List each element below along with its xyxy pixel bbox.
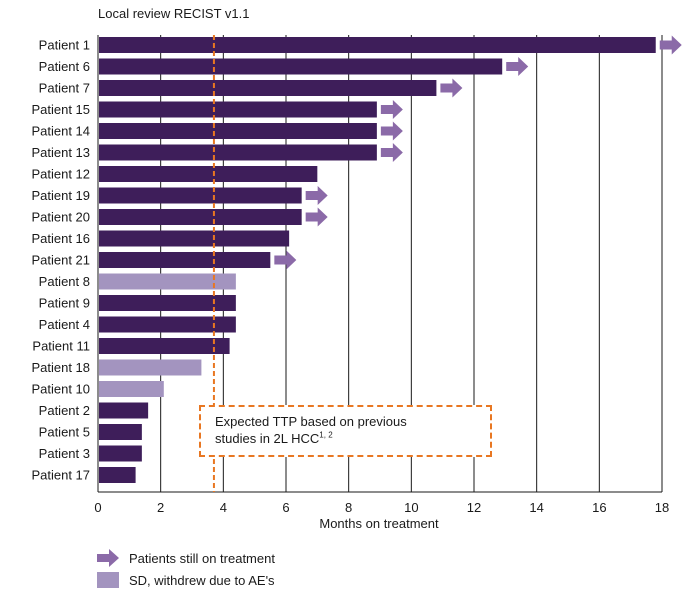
bar-patient-6 [99, 58, 503, 75]
x-tick-label: 6 [282, 500, 289, 515]
category-label: Patient 1 [39, 38, 90, 53]
bar-patient-20 [99, 209, 302, 225]
bar-patient-4 [99, 316, 236, 333]
category-label: Patient 20 [31, 210, 90, 225]
arrow-icon [380, 143, 403, 162]
x-axis-title: Months on treatment [319, 516, 439, 531]
category-label: Patient 5 [39, 425, 90, 440]
category-label: Patient 12 [31, 167, 90, 182]
arrow-icon [506, 57, 529, 76]
legend-item-withdrew: SD, withdrew due to AE's [97, 570, 275, 590]
category-label: Patient 14 [31, 124, 90, 139]
legend-arrow-icon [97, 549, 119, 567]
bar-patient-21 [99, 252, 271, 268]
category-label: Patient 2 [39, 403, 90, 418]
x-tick-label: 10 [404, 500, 418, 515]
annotation-superscript: 1, 2 [319, 430, 333, 440]
bar-patient-3 [99, 445, 142, 462]
x-tick-label: 16 [592, 500, 606, 515]
category-label: Patient 11 [32, 339, 90, 354]
legend-label-still-on-treatment: Patients still on treatment [129, 550, 275, 566]
bar-patient-14 [99, 123, 377, 139]
category-label: Patient 7 [39, 81, 90, 96]
bar-patient-5 [99, 424, 142, 440]
bar-patient-9 [99, 295, 236, 311]
bar-patient-18 [99, 359, 202, 376]
legend-item-still-on-treatment: Patients still on treatment [97, 548, 275, 568]
x-tick-label: 8 [345, 500, 352, 515]
bar-patient-12 [99, 166, 318, 182]
x-tick-label: 4 [220, 500, 227, 515]
bar-patient-15 [99, 101, 377, 118]
bar-patient-8 [99, 273, 236, 290]
legend-square-icon [97, 572, 119, 588]
bar-patient-16 [99, 230, 290, 247]
category-label: Patient 19 [31, 188, 90, 203]
bar-patient-2 [99, 402, 149, 419]
bar-patient-10 [99, 381, 164, 397]
chart-title: Local review RECIST v1.1 [98, 6, 250, 21]
category-label: Patient 17 [31, 468, 90, 483]
x-tick-label: 12 [467, 500, 481, 515]
arrow-icon [305, 186, 328, 205]
category-label: Patient 15 [31, 102, 90, 117]
annotation-line-2: studies in 2L HCC [215, 431, 320, 446]
category-label: Patient 13 [31, 145, 90, 160]
category-label: Patient 21 [31, 253, 90, 268]
bar-patient-19 [99, 187, 302, 204]
arrow-icon [659, 35, 682, 55]
arrow-icon [274, 250, 297, 270]
x-tick-label: 0 [94, 500, 101, 515]
category-label: Patient 9 [39, 296, 90, 311]
bar-patient-11 [99, 338, 230, 354]
x-tick-label: 18 [655, 500, 669, 515]
arrow-icon [380, 121, 403, 141]
bar-patient-1 [99, 37, 656, 53]
bar-patient-13 [99, 144, 377, 161]
category-label: Patient 10 [31, 382, 90, 397]
category-label: Patient 4 [39, 317, 90, 332]
arrow-icon [380, 100, 403, 119]
arrow-icon [440, 78, 463, 98]
annotation-line-1: Expected TTP based on previous [215, 414, 407, 429]
legend-label-withdrew: SD, withdrew due to AE's [129, 572, 275, 588]
x-tick-label: 2 [157, 500, 164, 515]
category-label: Patient 6 [39, 59, 90, 74]
arrow-icon [305, 207, 328, 227]
category-label: Patient 18 [31, 360, 90, 375]
category-label: Patient 8 [39, 274, 90, 289]
bar-patient-7 [99, 80, 437, 96]
legend: Patients still on treatment SD, withdrew… [97, 548, 275, 592]
x-tick-label: 14 [529, 500, 543, 515]
bar-patient-17 [99, 467, 136, 483]
category-label: Patient 16 [31, 231, 90, 246]
annotation-box: Expected TTP based on previous studies i… [199, 405, 492, 457]
category-label: Patient 3 [39, 446, 90, 461]
